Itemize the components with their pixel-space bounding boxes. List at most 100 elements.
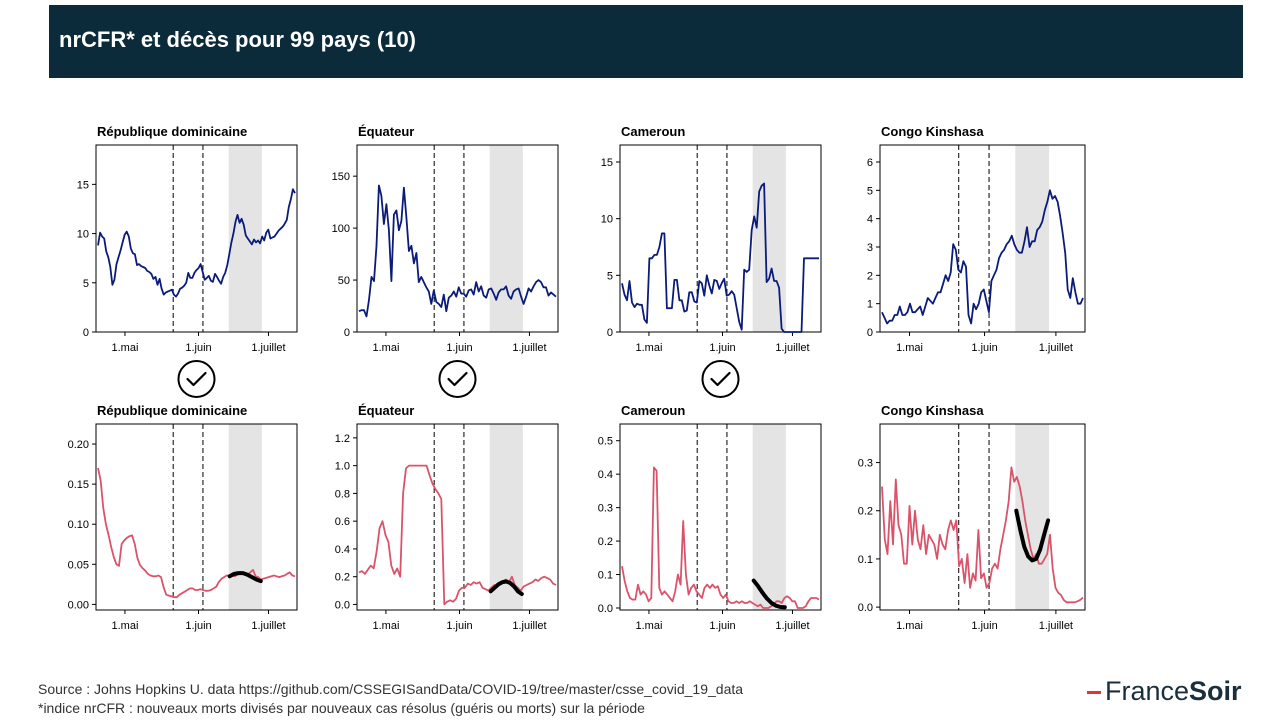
y-tick-label: 0.10 <box>68 519 89 531</box>
series-line <box>97 188 296 298</box>
series-line <box>621 466 820 609</box>
plot-frame <box>95 423 298 611</box>
x-tick-label: 1.juillet <box>775 620 809 632</box>
series-line <box>358 184 557 318</box>
chart-title: Équateur <box>358 403 414 418</box>
y-tick-label: 0.5 <box>598 436 613 448</box>
y-tick-label: 0.8 <box>335 488 350 500</box>
x-tick-label: 1.juin <box>185 620 211 632</box>
series-line <box>621 182 819 333</box>
y-tick-label: 0.6 <box>335 516 350 528</box>
checkmark-circle <box>177 360 216 398</box>
y-tick-label: 0.4 <box>598 469 613 481</box>
x-tick-label: 1.mai <box>635 342 662 354</box>
y-tick-label: 0 <box>867 327 873 339</box>
chart-title: République dominicaine <box>97 124 247 139</box>
chart-title: Cameroun <box>621 403 685 418</box>
checkmark-tick <box>447 371 468 387</box>
x-tick-label: 1.mai <box>372 342 399 354</box>
y-tick-label: 0.0 <box>858 602 873 614</box>
y-tick-label: 0.20 <box>68 439 89 451</box>
checkmark-circle <box>701 360 740 398</box>
y-tick-label: 0.2 <box>335 572 350 584</box>
logo-dash <box>1087 691 1101 695</box>
y-tick-label: 0.00 <box>68 599 89 611</box>
nrcfr-definition-note: *indice nrCFR : nouveaux morts divisés p… <box>38 700 645 716</box>
x-tick-label: 1.juin <box>971 620 997 632</box>
series-line <box>881 466 1084 604</box>
y-tick-label: 0.2 <box>598 536 613 548</box>
x-tick-label: 1.mai <box>111 342 138 354</box>
y-tick-label: 0 <box>344 327 350 339</box>
page-title: nrCFR* et décès pour 99 pays (10) <box>59 27 417 52</box>
checkmark-icon <box>177 360 216 398</box>
fit-curve <box>1014 508 1051 563</box>
checkmark-tick <box>186 371 207 387</box>
shaded-period <box>228 145 262 332</box>
chart-panel-2: Équateur 0 50 100 150 1.mai 1.juin 1.juillet <box>332 124 559 354</box>
y-tick-label: 5 <box>83 278 89 290</box>
plot-frame <box>95 144 298 333</box>
x-tick-label: 1.juin <box>446 342 472 354</box>
logo-text-france: France <box>1105 676 1190 706</box>
chart-panel-5: République dominicaine 0.00 0.05 0.10 0.15 0.… <box>68 403 298 632</box>
y-tick-label: 15 <box>77 179 89 191</box>
chart-panel-8: Congo Kinshasa 0.0 0.1 0.2 0.3 1.mai 1.juin 1.j… <box>858 403 1086 632</box>
y-tick-label: 6 <box>867 157 873 169</box>
y-tick-label: 10 <box>601 214 613 226</box>
francesoir-logo: FranceSoir <box>1087 676 1242 707</box>
chart-panel-1: République dominicaine 0 5 10 15 1.mai 1.juin 1… <box>77 124 298 354</box>
series-line <box>881 189 1084 325</box>
x-tick-label: 1.juillet <box>512 620 546 632</box>
plot-frame <box>879 423 1086 611</box>
x-tick-label: 1.juillet <box>1039 342 1073 354</box>
x-tick-label: 1.juillet <box>512 342 546 354</box>
y-tick-label: 0 <box>83 327 89 339</box>
y-tick-label: 4 <box>867 214 873 226</box>
plot-frame <box>356 144 559 333</box>
y-tick-label: 50 <box>338 275 350 287</box>
y-tick-label: 0.0 <box>598 603 613 615</box>
y-tick-label: 0.1 <box>598 570 613 582</box>
checkmark-tick <box>710 371 731 387</box>
chart-panel-3: Cameroun 0 5 10 15 1.mai 1.juin 1.juillet <box>601 124 822 354</box>
y-tick-label: 0.2 <box>858 506 873 518</box>
y-tick-label: 0.4 <box>335 544 350 556</box>
x-tick-label: 1.juin <box>446 620 472 632</box>
x-tick-label: 1.juin <box>971 342 997 354</box>
y-tick-label: 5 <box>867 185 873 197</box>
shaded-period <box>1015 424 1050 610</box>
logo-text-soir: Soir <box>1189 676 1242 706</box>
source-note: Source : Johns Hopkins U. data https://g… <box>38 681 744 697</box>
y-tick-label: 1.0 <box>335 461 350 473</box>
chart-panel-6: Équateur 0.0 0.2 0.4 0.6 0.8 1.0 1.2 1.mai 1.juin… <box>335 403 559 632</box>
shaded-period <box>752 424 786 610</box>
y-tick-label: 0.3 <box>598 503 613 515</box>
plot-frame <box>356 423 559 611</box>
y-tick-label: 1.2 <box>335 433 350 445</box>
shaded-period <box>228 424 262 610</box>
y-tick-label: 5 <box>607 270 613 282</box>
y-tick-label: 0.15 <box>68 479 89 491</box>
checkmark-circle <box>438 360 477 398</box>
shaded-period <box>489 145 523 332</box>
x-tick-label: 1.mai <box>635 620 662 632</box>
title-bar: nrCFR* et décès pour 99 pays (10) <box>49 5 1243 78</box>
y-tick-label: 0.05 <box>68 559 89 571</box>
y-tick-label: 2 <box>867 270 873 282</box>
x-tick-label: 1.mai <box>896 342 923 354</box>
shaded-period <box>1015 145 1050 332</box>
x-tick-label: 1.juin <box>709 620 735 632</box>
y-tick-label: 150 <box>332 171 350 183</box>
y-tick-label: 0.0 <box>335 599 350 611</box>
chart-title: République dominicaine <box>97 403 247 418</box>
x-tick-label: 1.mai <box>111 620 138 632</box>
y-tick-label: 0.3 <box>858 458 873 470</box>
chart-title: Cameroun <box>621 124 685 139</box>
fit-curve <box>227 571 263 584</box>
x-tick-label: 1.juin <box>709 342 735 354</box>
chart-title: Congo Kinshasa <box>881 403 984 418</box>
x-tick-label: 1.mai <box>896 620 923 632</box>
chart-panel-7: Cameroun 0.0 0.1 0.2 0.3 0.4 0.5 1.mai 1.juin 1.j… <box>598 403 822 632</box>
